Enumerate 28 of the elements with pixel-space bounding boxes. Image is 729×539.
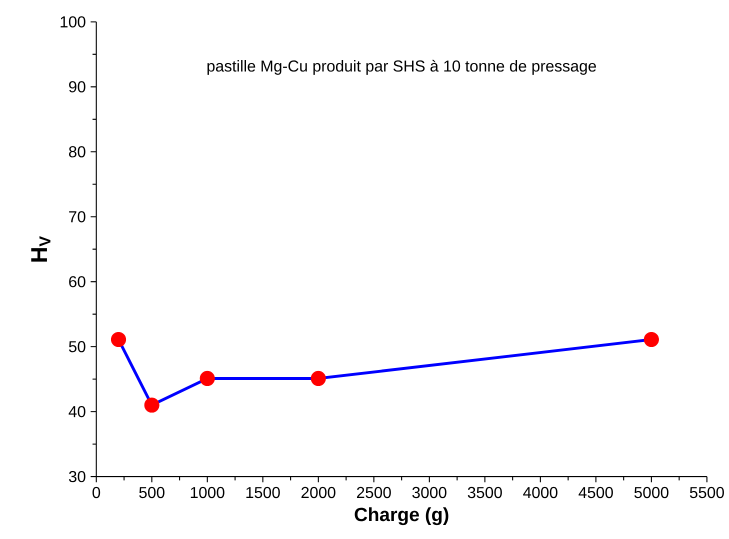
x-tick-label: 2500	[356, 486, 391, 498]
y-tick-label: 70	[69, 211, 86, 222]
point	[144, 398, 160, 413]
point	[310, 370, 326, 386]
y-tick-label: 60	[69, 276, 86, 288]
x-tick-label: 500	[139, 486, 164, 498]
y-tick-label: 50	[68, 340, 86, 352]
x-tick-label: 2000	[301, 486, 336, 498]
y-tick-label: 30	[68, 470, 86, 482]
x-tick-label: 5000	[634, 486, 668, 498]
point	[110, 332, 126, 347]
x-tick-label: 5500	[690, 486, 724, 498]
x-axis-title: Charge (g)	[354, 507, 448, 526]
x-tick-label: 4500	[578, 486, 613, 498]
x-tick-label: 1000	[190, 486, 224, 498]
point	[200, 370, 215, 386]
x-tick-label: 4000	[523, 486, 558, 498]
point	[644, 332, 659, 347]
annotation: pastille Mg-Cu produit par SHS à 10 tonne de pressage	[207, 60, 596, 75]
y-tick-label: 40	[68, 406, 86, 418]
y-tick-label: 90	[69, 81, 86, 92]
x-tick-label: 0	[92, 486, 100, 498]
x-tick-label: 1500	[246, 486, 280, 498]
x-tick-label: 3000	[412, 486, 446, 498]
y-tick-label: 100	[60, 16, 86, 28]
x-tick-label: 3500	[468, 486, 502, 498]
y-tick-label: 80	[69, 146, 86, 158]
y-axis-title: H$_{V}$	[31, 236, 50, 262]
